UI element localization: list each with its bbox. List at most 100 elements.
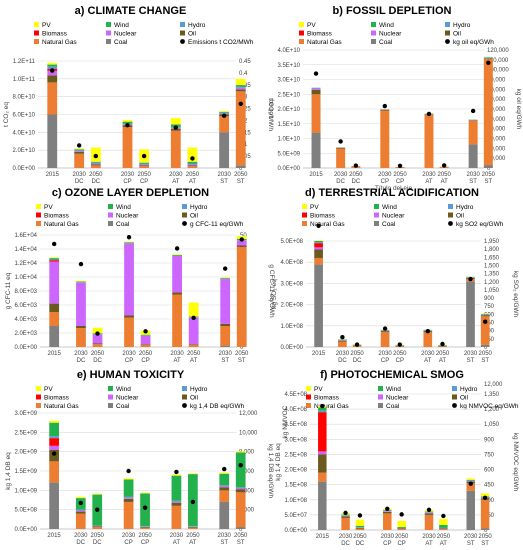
y-tick-label: 1.0E+09 [14, 488, 37, 494]
bar-segment-pv [188, 302, 199, 317]
y2-tick-label: 0 [240, 345, 244, 351]
x-tick-label-year: 2050 [187, 351, 201, 357]
x-tick-label-year: 2050 [437, 534, 451, 540]
legend-swatch-biomass [299, 30, 304, 36]
bar-segment-gas [187, 166, 198, 168]
bar-segment-gas [49, 461, 59, 483]
bar-segment-coal [480, 528, 490, 530]
panel-b: b) FOSSIL DEPLETION PV Wind Hydro Biomass Nuc… [268, 5, 522, 192]
intensity-dot [126, 235, 132, 240]
y2-tick-label: 1,350 [484, 272, 500, 278]
x-tick-label-scenario: DC [352, 179, 361, 185]
intensity-dot [95, 507, 100, 512]
x-tick-label-year: 2030 [170, 533, 184, 539]
legend-swatch-nuclear [378, 394, 383, 400]
x-tick-label-year: 2015 [309, 172, 323, 178]
bar-segment-oil [341, 516, 350, 518]
y2-tick-label: 450 [484, 483, 495, 489]
bar-segment-oil [140, 527, 150, 528]
bar-segment-hydro [341, 515, 350, 516]
bar-segment-oil [424, 513, 434, 515]
bar-segment-gas [468, 120, 478, 145]
bar-segment-gas [76, 328, 86, 347]
bar-segment-oil [172, 292, 182, 295]
intensity-dot [354, 342, 360, 347]
bar-segment-oil [90, 164, 101, 166]
y-tick-label: 1.0E+11 [13, 77, 36, 83]
panel-e: e) HUMAN TOXICITY PV Wind Hydro Biomass Nucle… [5, 369, 274, 546]
intensity-dot [399, 512, 404, 517]
bar-segment-biomass [314, 243, 323, 248]
bar-segment-coal [468, 144, 478, 168]
bar-segment-pv [219, 472, 230, 474]
intensity-dot [239, 237, 244, 242]
legend-swatch-wind [378, 386, 383, 391]
legend-swatch-biomass [302, 212, 307, 218]
legend-label-pv: PV [310, 204, 319, 211]
legend-label-biomass: Biomass [314, 395, 340, 402]
legend-swatch-pv [306, 386, 311, 391]
y-tick-label: 8.0E+03 [14, 289, 37, 295]
bar-segment-hydro [47, 66, 58, 70]
bar-segment-oil [468, 120, 478, 121]
bar-segment-coal [480, 344, 490, 347]
bar-segment-wind [314, 241, 323, 243]
x-tick-label-scenario: AT [172, 179, 180, 185]
bar-segment-oil [74, 151, 85, 154]
bar-segment-hydro [466, 480, 475, 482]
bar-segment-oil [318, 454, 327, 473]
legend-dot-marker [452, 403, 457, 408]
y-tick-label: 3.5E+10 [277, 63, 300, 69]
legend-label-hydro: Hydro [453, 22, 471, 29]
y-tick-label: 1.0E+08 [284, 498, 307, 504]
y-tick-label: 3.0E+08 [280, 281, 303, 287]
x-tick-label-year: 2050 [350, 351, 364, 357]
y2-tick-label: 50,000 [487, 117, 506, 123]
bar-segment-gas [74, 153, 85, 168]
bar-segment-pv [124, 241, 134, 243]
legend-label-wind: Wind [386, 386, 401, 393]
legend-label-hydro: Hydro [190, 386, 208, 393]
legend-dot-label: kg SO2 eq/GWh [456, 221, 504, 228]
intensity-dot [397, 163, 403, 169]
bar-segment-pv [123, 478, 134, 480]
legend-label-gas: Natural Gas [310, 221, 345, 228]
y-tick-label: 2.0E+08 [284, 468, 307, 474]
y2-axis-title: kg SO₂ eq/GWh [512, 271, 519, 318]
x-tick-label-scenario: CP [397, 541, 405, 547]
x-tick-label-scenario: DC [338, 358, 347, 364]
panel-title: e) HUMAN TOXICITY [77, 369, 185, 381]
x-tick-label-year: 2050 [91, 351, 105, 357]
legend-label-coal: Coal [382, 221, 396, 228]
bar-segment-gas [236, 246, 247, 347]
bar-segment-hydro [424, 512, 434, 513]
x-tick-label-scenario: ST [467, 358, 475, 364]
bar-segment-biomass [49, 438, 59, 446]
bar-segment-nuclear [47, 70, 58, 76]
intensity-dot [222, 466, 227, 472]
legend-swatch-coal [374, 221, 379, 226]
x-tick-label-scenario: AT [440, 541, 448, 547]
bar-segment-gas [235, 492, 246, 528]
legend-label-oil: Oil [456, 213, 465, 220]
bar-segment-oil [124, 315, 134, 318]
bar-segment-gas [92, 527, 103, 529]
bar-segment-gas [424, 114, 434, 168]
bar-segment-wind [139, 162, 150, 164]
bar-segment-oil [336, 147, 346, 149]
bar-segment-gas [318, 472, 327, 482]
bar-segment-pv [170, 118, 181, 125]
x-tick-label-scenario: ST [221, 358, 229, 364]
intensity-dot [93, 153, 99, 159]
x-tick-label-year: 2030 [73, 172, 87, 178]
y-axis-title: kg SO₂ eq [271, 279, 278, 309]
y-tick-label: 5.0E+09 [277, 151, 300, 157]
y2-tick-label: 1,650 [484, 255, 500, 261]
intensity-dot [50, 68, 55, 73]
legend-label-coal: Coal [386, 403, 400, 410]
bar-segment-oil [383, 511, 392, 514]
bar-segment-hydro [74, 150, 85, 152]
bar-segment-oil [483, 58, 493, 59]
bar-segment-gas [483, 58, 493, 166]
